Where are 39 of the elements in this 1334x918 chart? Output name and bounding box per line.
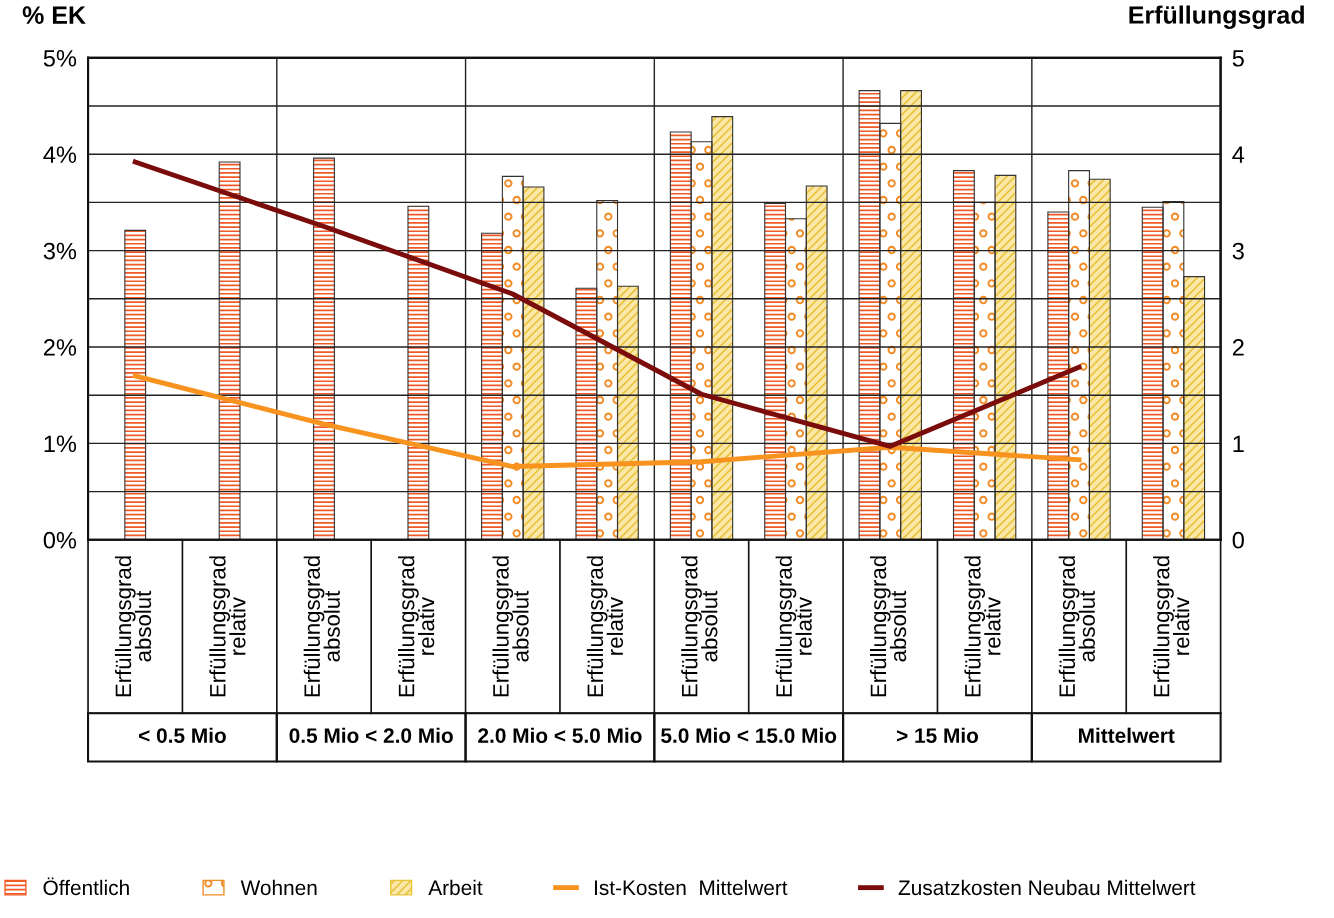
legend-label: Arbeit (428, 879, 483, 896)
y2-tick-label: 1 (1233, 435, 1244, 452)
y-tick-label: 0% (43, 531, 77, 549)
text: 0.5 Mio < 2.0 Mio (289, 727, 453, 743)
x-tick-label: Erfüllungsgrad absolut (303, 556, 340, 697)
x-tick-label: Erfüllungsgrad absolut (1058, 556, 1095, 697)
text: < 0.5 Mio (139, 727, 226, 743)
x-tick-label: Erfüllungsgrad relativ (964, 556, 1001, 697)
x-tick-label: Erfüllungsgrad relativ (1153, 556, 1190, 697)
text: > 15 Mio (896, 727, 979, 743)
legend-label: Wohnen (240, 879, 317, 896)
y2-tick-label: 5 (1232, 50, 1244, 67)
text: Mittelwert (1079, 727, 1175, 743)
x-tick-label: Erfüllungsgrad relativ (586, 556, 624, 697)
x-tick-label: Erfüllungsgrad absolut (114, 556, 152, 697)
line-series (132, 159, 1082, 449)
line-series (132, 373, 1082, 469)
legend-label: Ist-Kosten Mittelwert (595, 879, 788, 896)
y-tick-label: 3% (43, 242, 77, 260)
x-tick-label: Erfüllungsgrad relativ (209, 556, 246, 697)
x-tick-label: Erfüllungsgrad absolut (869, 556, 907, 697)
text: 2.0 Mio < 5.0 Mio (478, 727, 642, 743)
legend-label: Öffentlich (43, 877, 129, 896)
text: 5.0 Mio < 15.0 Mio (661, 727, 837, 743)
y-tick-label: 5% (43, 50, 77, 67)
y-axis-title: % EK (22, 6, 86, 24)
y2-axis-title: Erfüllungsgrad (1129, 5, 1304, 29)
x-tick-label: Erfüllungsgrad absolut (681, 556, 718, 697)
y2-tick-label: 3 (1232, 242, 1244, 260)
y-tick-label: 1% (44, 435, 77, 453)
x-tick-label: Erfüllungsgrad relativ (398, 556, 435, 697)
legend-label: Zusatzkosten Neubau Mittelwert (898, 879, 1196, 896)
y-tick-label: 2% (44, 339, 77, 356)
y2-tick-label: 2 (1232, 339, 1244, 356)
x-tick-label: Erfüllungsgrad absolut (492, 556, 529, 697)
y-tick-label: 4% (43, 146, 77, 163)
y2-tick-label: 0 (1232, 531, 1244, 549)
x-tick-label: Erfüllungsgrad relativ (775, 556, 812, 697)
y2-tick-label: 4 (1232, 146, 1245, 163)
